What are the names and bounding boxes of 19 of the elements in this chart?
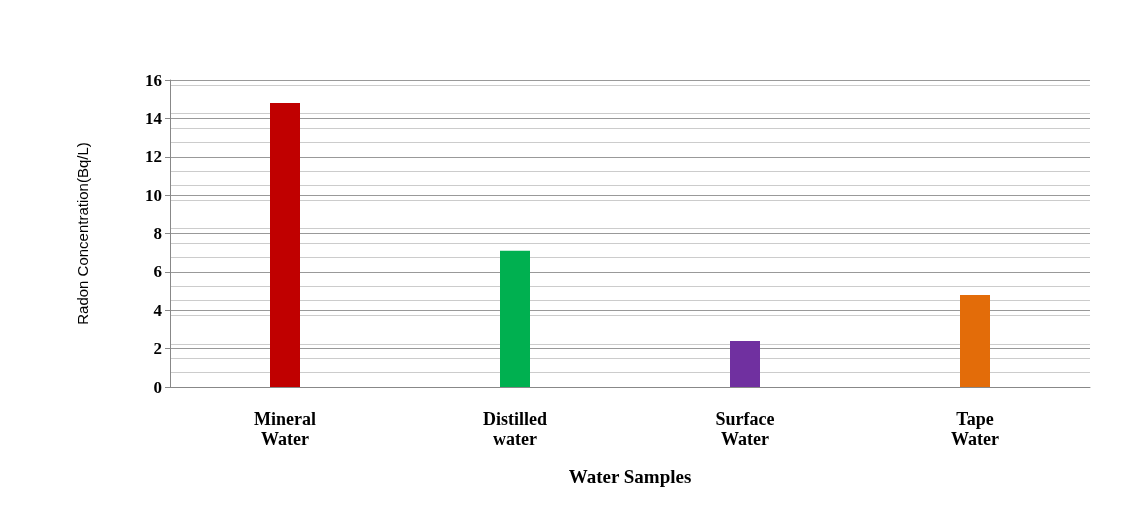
bar [730, 340, 760, 387]
bar [500, 250, 530, 387]
y-tick-label: 2 [153, 339, 162, 359]
y-tick-label: 8 [153, 224, 162, 243]
bar [960, 294, 990, 387]
bar [270, 103, 300, 387]
x-tick-label: Distilled water [482, 409, 548, 449]
y-tick-label: 0 [153, 377, 162, 397]
x-tick-label: Mineral Water [254, 409, 316, 449]
y-tick-label: 10 [145, 185, 162, 205]
y-axis-title: Radon Concentration(Bq/L) [74, 142, 91, 325]
x-axis-title: Water Samples [568, 466, 692, 487]
y-tick-label: 6 [153, 262, 162, 282]
x-tick-label: Tape Water [951, 409, 999, 449]
x-tick-label: Surface Water [715, 409, 775, 449]
y-tick-label: 16 [145, 70, 162, 90]
y-tick-label: 14 [145, 108, 163, 128]
y-tick-label: 12 [145, 147, 162, 167]
y-tick-label: 4 [153, 300, 163, 320]
